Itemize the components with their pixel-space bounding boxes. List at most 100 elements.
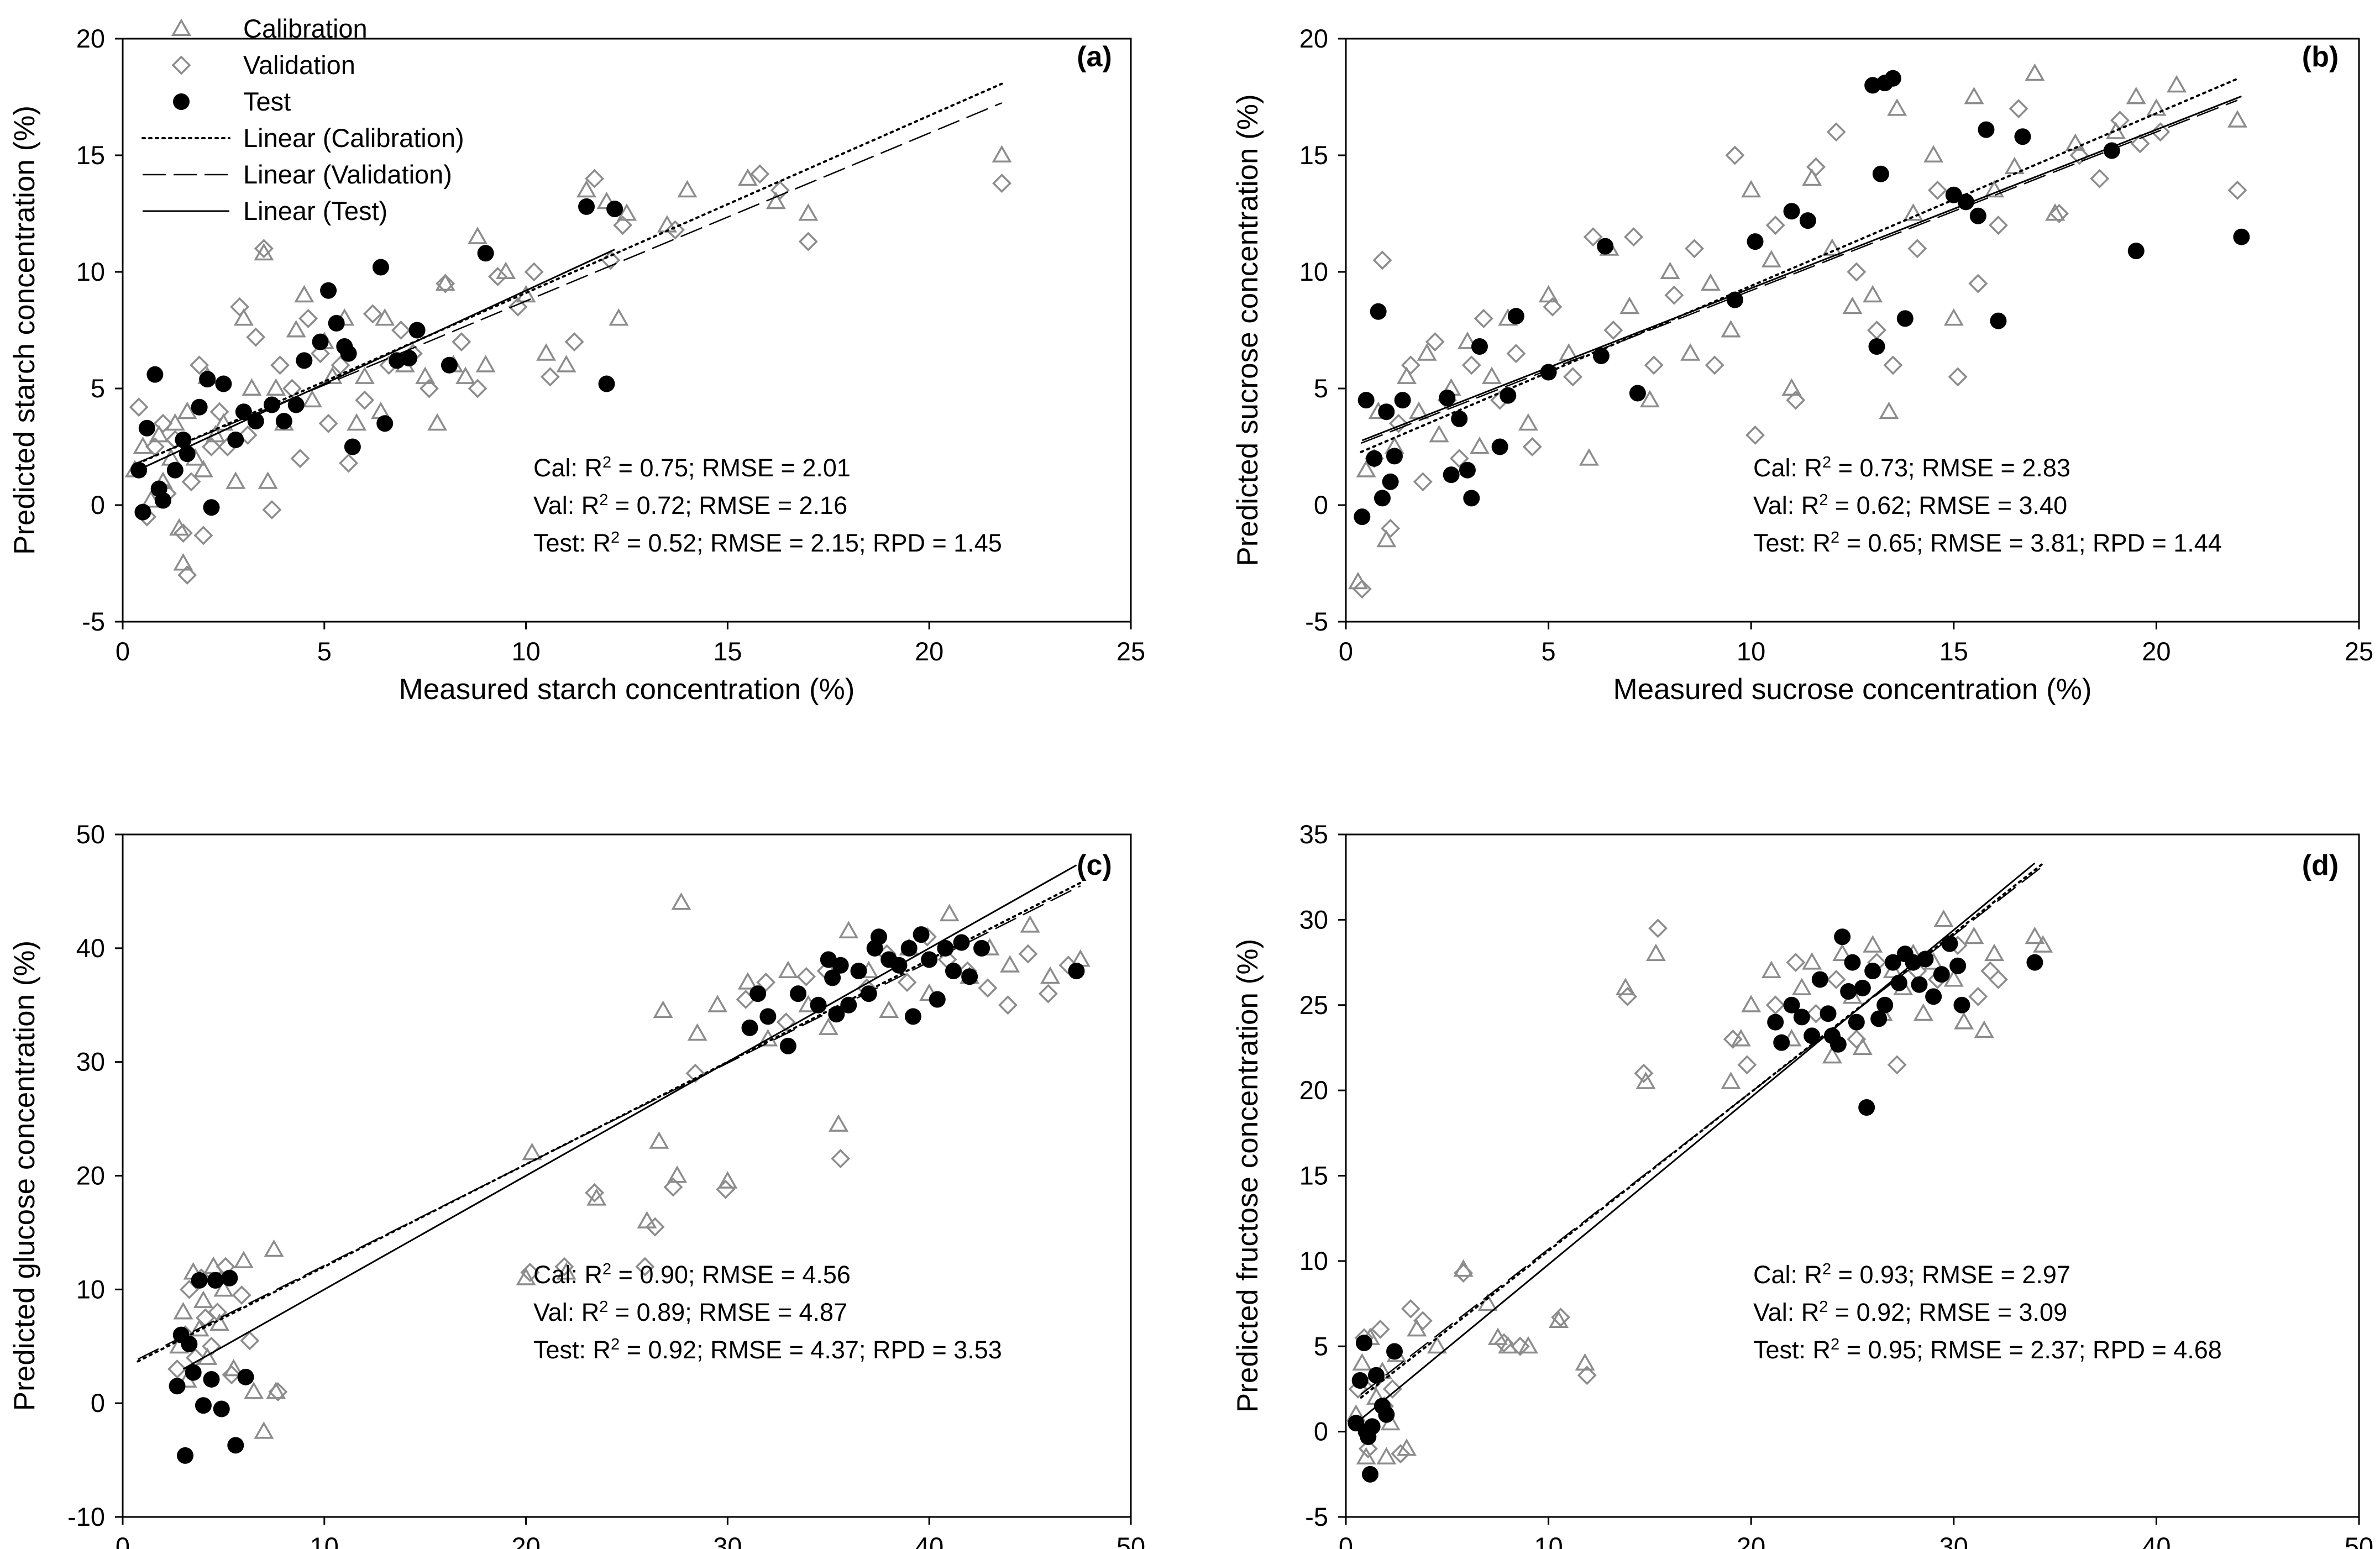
- calibration-point: [475, 355, 496, 372]
- validation-point: [663, 1177, 683, 1197]
- calibration-point: [1000, 955, 1020, 973]
- validation-point: [230, 297, 250, 317]
- calibration-point: [1615, 978, 1635, 995]
- validation-point: [1968, 274, 1988, 293]
- test-point: [1439, 389, 1456, 406]
- validation-point: [268, 1382, 288, 1402]
- legend-calibration-marker: [171, 18, 192, 36]
- test-point: [195, 1397, 212, 1414]
- test-point: [203, 1371, 220, 1388]
- calibration-point: [286, 319, 306, 338]
- validation-point: [207, 1303, 227, 1322]
- stats-line-2: Val: R2 = 0.92; RMSE = 3.09: [1753, 1298, 2067, 1326]
- series-test: [1348, 928, 2043, 1483]
- validation-point: [1449, 449, 1469, 469]
- test-point: [376, 415, 394, 432]
- test-point: [287, 396, 305, 413]
- stats-line-1: Cal: R2 = 0.90; RMSE = 4.56: [533, 1261, 851, 1289]
- test-point: [832, 957, 849, 974]
- test-point: [1068, 963, 1085, 979]
- validation-point: [540, 367, 560, 387]
- calibration-point: [1457, 332, 1477, 349]
- validation-point: [1388, 413, 1408, 433]
- test-point: [1953, 996, 1970, 1014]
- calibration-point: [1352, 1353, 1372, 1371]
- linear-calibration-line: [137, 82, 1003, 465]
- validation-point: [1543, 297, 1563, 317]
- validation-point: [1847, 262, 1867, 282]
- validation-point: [1786, 390, 1806, 410]
- test-point: [1911, 976, 1928, 993]
- validation-point: [1648, 918, 1668, 938]
- validation-point: [635, 1257, 655, 1277]
- test-point: [1858, 1099, 1875, 1116]
- test-point: [759, 1008, 777, 1025]
- test-point: [185, 1364, 202, 1381]
- calibration-point: [1879, 401, 1899, 419]
- calibration-point: [1863, 935, 1883, 953]
- validation-point: [1907, 239, 1927, 259]
- test-point: [320, 282, 337, 299]
- y-tick-label: 35: [1299, 820, 1328, 849]
- y-tick-label: 50: [76, 820, 105, 849]
- calibration-point: [1964, 926, 1984, 944]
- legend-label: Linear (Validation): [243, 160, 452, 189]
- test-point: [203, 499, 220, 516]
- calibration-point: [264, 1239, 284, 1257]
- linear-validation-line: [1361, 99, 2238, 444]
- x-tick-label: 0: [1339, 637, 1353, 666]
- validation-point: [1786, 953, 1806, 973]
- plot-frame: [122, 38, 1132, 623]
- test-point: [1367, 1367, 1385, 1384]
- validation-point: [585, 1183, 605, 1203]
- test-point: [1870, 1010, 1888, 1027]
- validation-point: [1988, 216, 2008, 235]
- calibration-point: [1842, 296, 1863, 314]
- test-point: [913, 926, 930, 943]
- y-tick-label: 0: [91, 490, 105, 519]
- test-point: [1394, 392, 1411, 409]
- x-tick-label: 15: [713, 637, 742, 666]
- y-tick-label: -10: [67, 1502, 105, 1531]
- calibration-point: [879, 1000, 899, 1018]
- validation-point: [776, 1012, 796, 1032]
- calibration-point: [375, 308, 395, 326]
- validation-point: [1968, 986, 1988, 1006]
- test-point: [181, 1336, 198, 1353]
- test-point: [191, 398, 208, 416]
- test-point: [1884, 70, 1901, 87]
- x-tick-label: 10: [511, 637, 540, 666]
- calibration-point: [1974, 1020, 1994, 1038]
- validation-point: [2090, 169, 2110, 188]
- calibration-point: [1984, 180, 2005, 198]
- test-point: [1783, 996, 1800, 1014]
- stats-line-1: Cal: R2 = 0.75; RMSE = 2.01: [533, 454, 851, 482]
- x-tick-label: 25: [1116, 637, 1145, 666]
- validation-point: [270, 355, 290, 375]
- test-point: [191, 1272, 208, 1289]
- test-point: [1872, 165, 1889, 182]
- validation-point: [645, 1217, 665, 1237]
- validation-point: [2151, 122, 2171, 142]
- test-point: [1629, 385, 1646, 402]
- legend: Calibration Validation Test Linear (Calibra…: [141, 14, 464, 225]
- test-point: [2127, 243, 2145, 260]
- test-point: [138, 419, 155, 437]
- calibration-point: [193, 460, 213, 477]
- calibration-point: [2146, 98, 2167, 116]
- test-point: [1382, 473, 1399, 490]
- test-point: [1840, 983, 1857, 1000]
- test-point: [2233, 228, 2250, 245]
- test-point: [221, 1269, 238, 1287]
- x-tick-label: 5: [317, 637, 332, 666]
- legend-label: Validation: [243, 50, 355, 80]
- test-point: [1747, 233, 1764, 250]
- calibration-point: [213, 1279, 234, 1297]
- calibration-point: [1040, 966, 1061, 984]
- series-test: [169, 926, 1085, 1464]
- calibration-point: [177, 401, 197, 419]
- test-point: [1811, 971, 1828, 988]
- y-tick-label: 0: [1314, 490, 1328, 519]
- calibration-point: [1417, 343, 1437, 361]
- calibration-point: [1356, 460, 1376, 477]
